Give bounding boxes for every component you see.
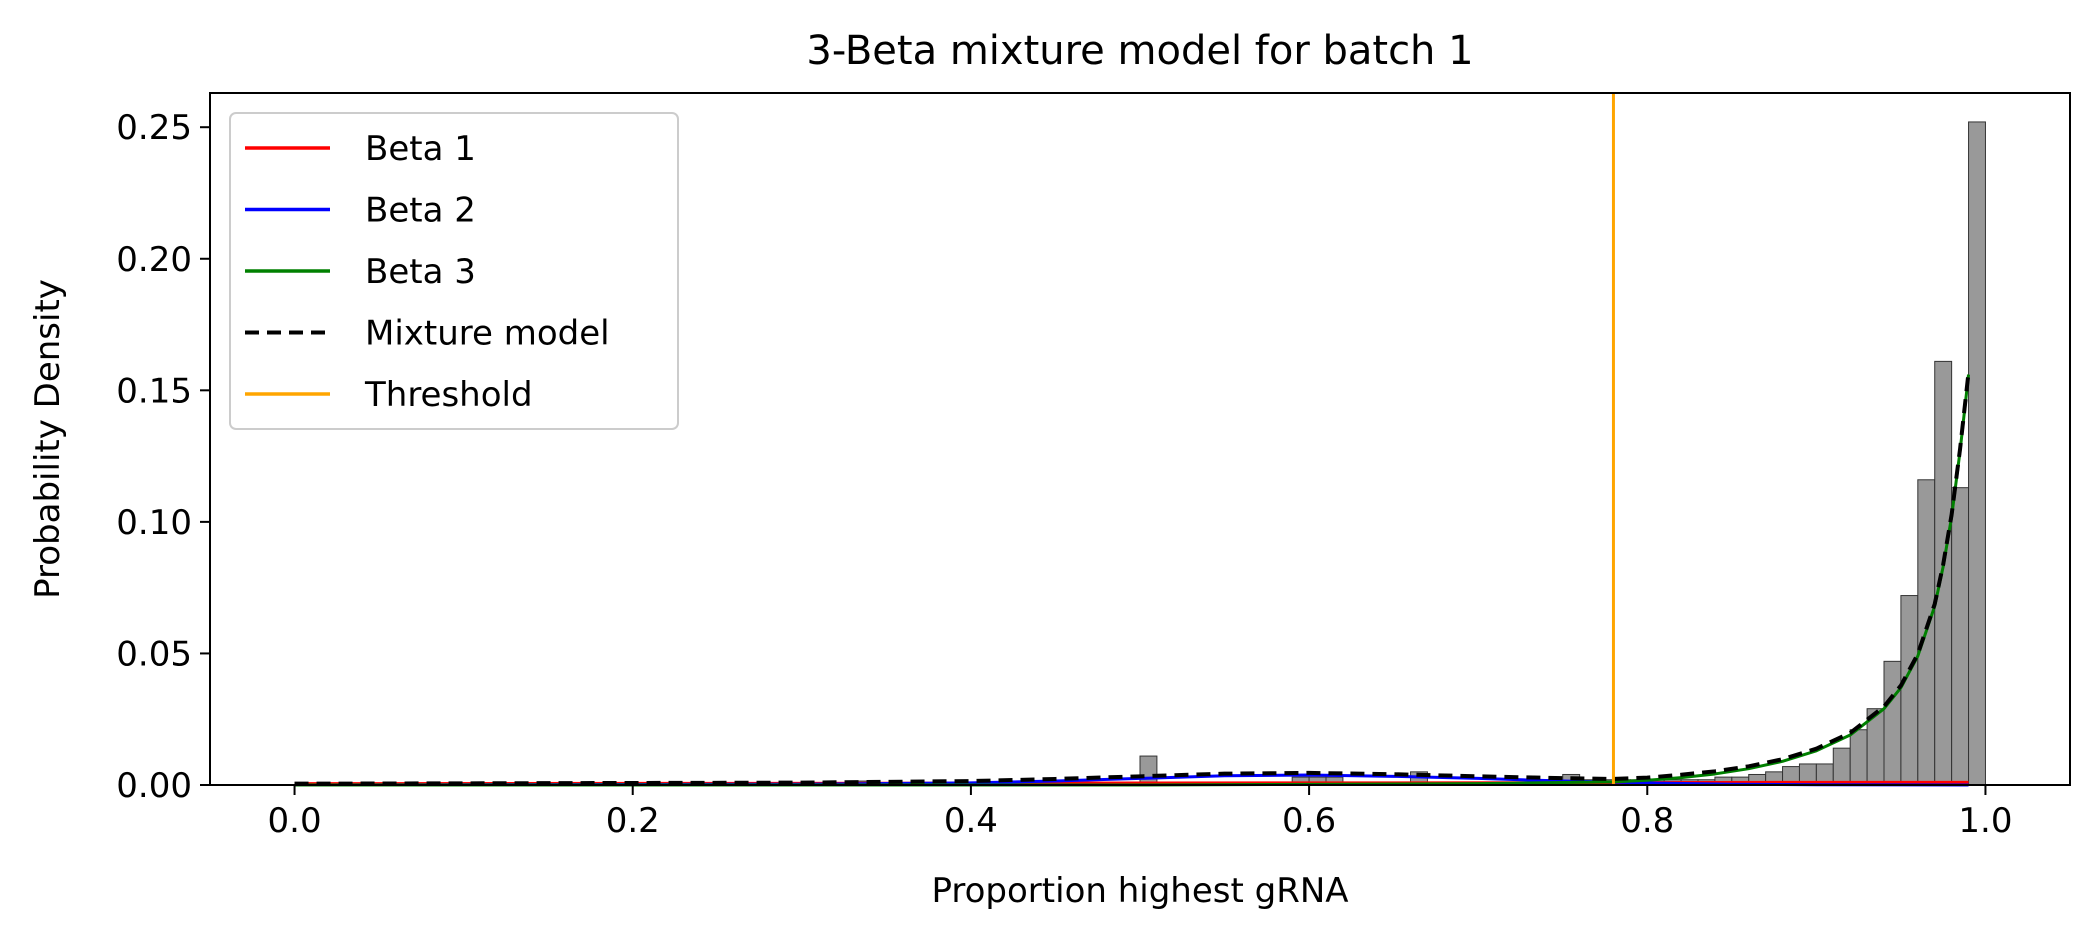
legend-label: Mixture model [365, 314, 610, 354]
x-tick-label: 0.8 [1620, 801, 1674, 841]
histogram-bar [1849, 729, 1868, 786]
y-tick-label: 0.25 [116, 108, 192, 148]
legend-label: Threshold [364, 375, 533, 415]
histogram-bar [1139, 755, 1158, 786]
x-axis-ticks: 0.0 0.2 0.4 0.6 0.8 1.0 [268, 785, 2012, 841]
legend-label: Beta 3 [365, 252, 476, 292]
y-axis-ticks: 0.00 0.05 0.10 0.15 0.20 0.25 [116, 108, 210, 806]
histogram-bar [1968, 121, 1986, 786]
histogram-bar [1832, 747, 1851, 786]
x-tick-label: 0.2 [606, 801, 660, 841]
legend: Beta 1 Beta 2 Beta 3 Mixture model Threshold [229, 112, 679, 430]
y-axis-label: Probability Density [28, 279, 68, 599]
chart-title: 3-Beta mixture model for batch 1 [806, 28, 1473, 74]
legend-items: Beta 1 Beta 2 Beta 3 Mixture model Threshold [245, 129, 610, 415]
x-tick-label: 0.4 [944, 801, 998, 841]
series-line-mixture-model [294, 372, 1971, 786]
x-tick-label: 1.0 [1958, 801, 2012, 841]
x-tick-label: 0.0 [268, 801, 322, 841]
y-tick-label: 0.00 [116, 766, 192, 806]
plot-frame [209, 92, 2071, 786]
y-tick-label: 0.05 [116, 634, 192, 674]
legend-box [229, 112, 679, 430]
y-tick-label: 0.20 [116, 240, 192, 280]
y-tick-label: 0.15 [116, 371, 192, 411]
histogram-bar [1883, 660, 1902, 786]
x-axis-label: Proportion highest gRNA [931, 871, 1348, 911]
legend-label: Beta 2 [365, 191, 476, 231]
histogram-bar [1900, 595, 1919, 786]
x-tick-label: 0.6 [1282, 801, 1336, 841]
density-curves [294, 93, 1971, 787]
legend-label: Beta 1 [365, 129, 476, 169]
histogram-bar [1951, 487, 1970, 786]
y-tick-label: 0.10 [116, 503, 192, 543]
